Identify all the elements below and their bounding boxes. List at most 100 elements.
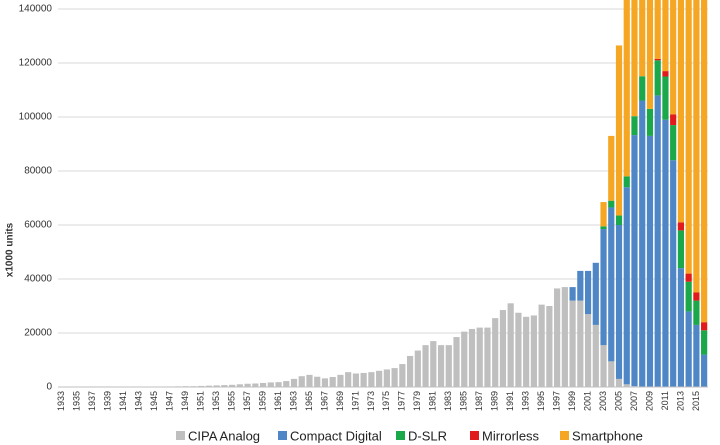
bar-segment [244, 383, 251, 387]
legend-label: Mirrorless [482, 428, 540, 443]
x-tick-label: 2011 [660, 391, 670, 410]
bar-segment [608, 200, 615, 208]
bar-segment [259, 382, 267, 387]
bar-segment [693, 292, 700, 301]
bar-segment [468, 328, 476, 387]
x-tick-label: 1959 [257, 391, 267, 411]
bar-segment [662, 76, 669, 120]
bar-segment [492, 318, 499, 387]
bar-segment [229, 384, 236, 387]
bar-segment [499, 310, 507, 387]
bar-segment [399, 364, 406, 387]
legend-label: D-SLR [408, 428, 447, 443]
bar-segment [569, 287, 576, 301]
bar-segment [530, 315, 537, 387]
bar-segment [554, 288, 561, 387]
bar-segment [290, 378, 298, 387]
bar-segment [538, 304, 545, 387]
x-tick-label: 2015 [691, 391, 701, 411]
bar-segment [693, 0, 700, 293]
legend-swatch [278, 431, 287, 440]
bar-segment [662, 71, 669, 77]
x-tick-label: 1983 [443, 391, 453, 411]
bar-segment [623, 176, 630, 188]
bar-segment [422, 345, 429, 387]
x-tick-label: 2007 [629, 391, 639, 411]
bar-segment [577, 300, 584, 387]
bar-segment [631, 0, 638, 117]
bar-segment [631, 116, 638, 136]
bar-segment [337, 374, 344, 387]
bar-segment [639, 0, 646, 77]
bar-segment [383, 369, 390, 387]
x-tick-label: 1997 [551, 391, 561, 411]
x-tick-label: 1995 [536, 391, 546, 411]
bar-segment [677, 268, 685, 387]
y-tick-label: 40000 [24, 274, 52, 285]
bar-segment [701, 330, 708, 355]
x-tick-label: 1957 [242, 391, 252, 411]
bar-segment [437, 345, 445, 387]
bar-segment [701, 354, 708, 387]
bar-segment [577, 270, 584, 301]
bar-segment [461, 331, 468, 387]
bar-segment [623, 0, 630, 177]
x-tick-label: 1933 [56, 391, 66, 411]
bar-segment [221, 385, 228, 387]
bar-segment [693, 300, 700, 325]
x-tick-label: 1951 [196, 391, 206, 411]
bar-segment [646, 135, 654, 387]
bar-segment [252, 383, 259, 387]
x-tick-label: 1939 [103, 391, 113, 411]
bar-segment [569, 300, 576, 387]
legend-swatch [470, 431, 479, 440]
bar-segment [406, 355, 414, 387]
x-tick-label: 1941 [118, 391, 128, 411]
x-tick-label: 1979 [412, 391, 422, 411]
bar-segment [507, 303, 514, 387]
bar-segment [205, 385, 212, 387]
bar-segment [701, 322, 708, 331]
bar-segment [592, 262, 599, 325]
bar-segment [639, 76, 646, 101]
bar-segment [600, 229, 607, 346]
y-tick-label: 0 [46, 382, 52, 393]
x-tick-label: 2001 [582, 391, 592, 411]
bar-segment [654, 60, 661, 96]
bar-segment [600, 202, 607, 227]
bar-segment [453, 337, 460, 387]
bar-segment [329, 377, 336, 387]
bar-segment [662, 0, 669, 72]
y-tick-label: 100000 [19, 112, 53, 123]
bar-segment [646, 108, 654, 136]
bar-segment [670, 114, 677, 126]
x-tick-label: 2009 [644, 391, 654, 411]
bar-segment [600, 226, 607, 230]
bar-segment [306, 374, 313, 387]
bar-segment [484, 327, 491, 387]
bar-segment [685, 0, 692, 274]
x-tick-label: 1963 [288, 391, 298, 411]
legend-label: CIPA Analog [188, 428, 260, 443]
legend-swatch [176, 431, 185, 440]
bar-segment [275, 382, 282, 387]
bar-segment [662, 119, 669, 387]
bar-segment [701, 0, 708, 323]
x-tick-label: 1949 [180, 391, 190, 411]
bar-segment [600, 345, 607, 387]
bar-segment [592, 324, 599, 387]
bar-segment [445, 345, 452, 387]
bar-segment [476, 327, 483, 387]
y-tick-label: 20000 [24, 328, 52, 339]
y-axis-label: x1000 units [5, 222, 16, 277]
bar-segment [608, 207, 615, 362]
legend-swatch [560, 431, 569, 440]
x-tick-label: 1971 [350, 391, 360, 411]
bar-segment [283, 381, 290, 387]
x-tick-label: 1935 [72, 391, 82, 411]
x-tick-label: 1961 [273, 391, 283, 411]
bar-segment [654, 58, 661, 61]
bar-segment [608, 135, 615, 201]
x-tick-label: 1991 [505, 391, 515, 411]
bar-segment [236, 384, 243, 387]
